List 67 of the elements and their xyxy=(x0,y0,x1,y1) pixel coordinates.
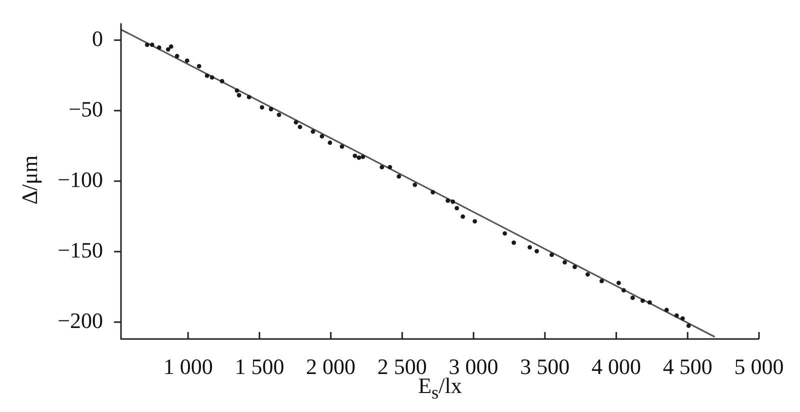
point xyxy=(534,248,539,254)
point xyxy=(674,313,679,318)
x-tick-label: 2 000 xyxy=(306,354,356,379)
point xyxy=(246,94,252,100)
y-tick-label: −200 xyxy=(58,308,103,333)
point xyxy=(512,240,516,245)
point xyxy=(562,260,567,265)
point xyxy=(616,280,621,286)
x-tick-label: 4 500 xyxy=(662,354,712,379)
point xyxy=(298,124,302,130)
point xyxy=(210,75,214,80)
point xyxy=(502,231,507,236)
point xyxy=(268,107,274,112)
point xyxy=(550,252,554,258)
point xyxy=(196,64,202,68)
point xyxy=(168,44,174,49)
point xyxy=(356,155,362,160)
point xyxy=(388,164,392,170)
point xyxy=(260,105,264,110)
x-tick-label: 4 000 xyxy=(592,354,642,379)
x-tick-label: 5 000 xyxy=(734,354,784,379)
point xyxy=(328,140,332,145)
point xyxy=(630,296,635,300)
point xyxy=(528,245,532,250)
point xyxy=(472,219,478,224)
point xyxy=(204,73,210,78)
point xyxy=(640,298,645,303)
point xyxy=(144,42,150,47)
x-tick-label: 1 500 xyxy=(234,354,284,379)
point xyxy=(310,129,316,134)
point xyxy=(276,112,282,118)
point xyxy=(664,308,669,312)
point xyxy=(586,272,590,277)
point xyxy=(234,88,240,93)
point xyxy=(430,190,436,194)
point xyxy=(166,47,170,52)
y-tick-label: 0 xyxy=(92,26,103,51)
point xyxy=(156,45,162,50)
point xyxy=(174,54,180,58)
point xyxy=(396,174,402,179)
point xyxy=(600,278,604,284)
x-tick-label: 1 000 xyxy=(163,354,213,379)
point xyxy=(340,144,344,149)
point xyxy=(220,78,224,84)
point xyxy=(352,154,358,158)
point xyxy=(294,120,298,125)
y-tick-label: −50 xyxy=(68,96,103,122)
point xyxy=(184,58,190,63)
point xyxy=(446,198,450,203)
point xyxy=(686,324,691,328)
point xyxy=(647,300,652,305)
point xyxy=(360,154,366,160)
x-tick-label: 3 500 xyxy=(520,354,570,379)
point xyxy=(680,316,685,321)
point xyxy=(412,182,418,187)
y-tick-label: −100 xyxy=(58,166,103,192)
point xyxy=(236,93,242,98)
point xyxy=(572,264,577,270)
point xyxy=(150,42,154,47)
point xyxy=(621,288,626,293)
point xyxy=(454,206,460,210)
y-axis-title: Δ/μm xyxy=(17,155,43,205)
point xyxy=(320,134,324,138)
y-tick-label: −150 xyxy=(58,237,103,262)
point xyxy=(460,214,466,219)
point xyxy=(450,199,456,204)
point xyxy=(380,164,384,170)
